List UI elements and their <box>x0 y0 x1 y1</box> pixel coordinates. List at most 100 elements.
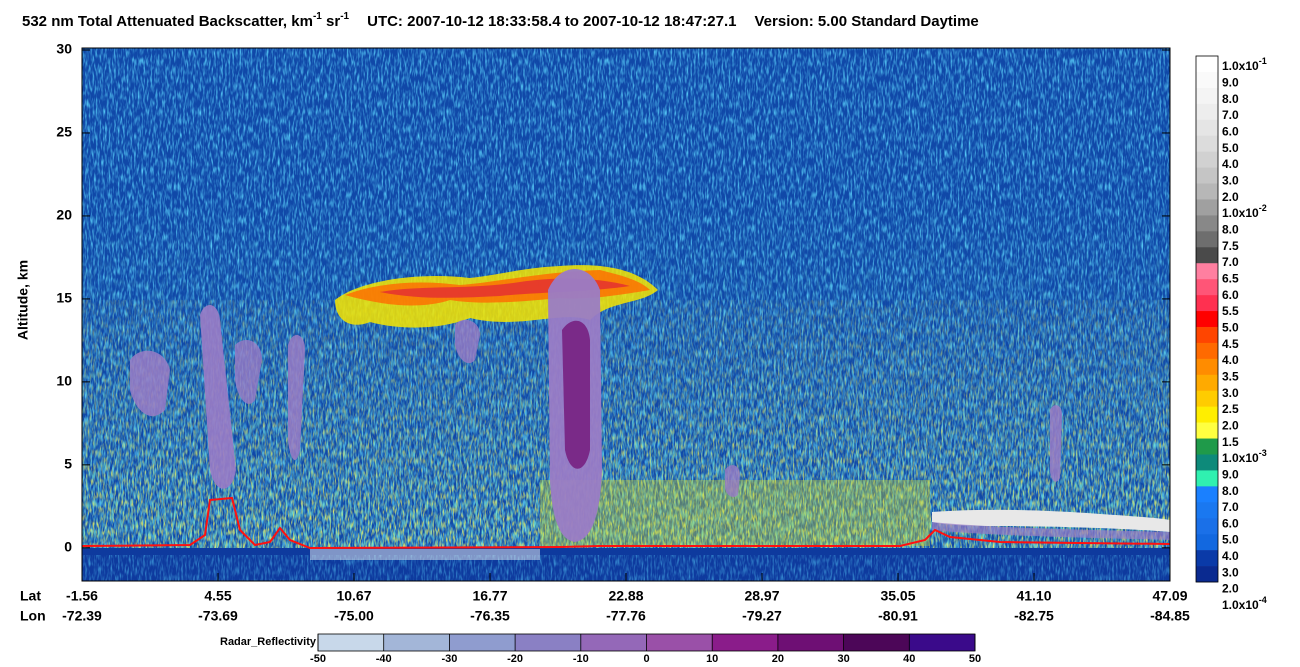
radar-plume <box>725 465 740 498</box>
colorbar-label: 1.0x10-4 <box>1222 595 1267 612</box>
x-tick-label: 4.55 <box>204 588 231 604</box>
radar-colorbar-swatch <box>712 634 779 651</box>
colorbar-label-exp: -1 <box>1259 56 1267 66</box>
x-row-name: Lat <box>20 588 41 604</box>
colorbar-swatch <box>1196 231 1218 248</box>
colorbar-swatch <box>1196 263 1218 280</box>
colorbar-label-exp: -2 <box>1259 203 1267 213</box>
colorbar-swatch <box>1196 151 1218 168</box>
colorbar-swatch <box>1196 438 1218 455</box>
colorbar-swatch <box>1196 390 1218 407</box>
colorbar-label-base: 1.0x10 <box>1222 451 1259 465</box>
y-tick-label: 5 <box>64 456 72 472</box>
colorbar-label: 8.0 <box>1222 222 1239 236</box>
colorbar-label: 6.0 <box>1222 124 1239 138</box>
y-tick-label: 15 <box>56 290 72 306</box>
backscatter-image <box>82 48 1170 581</box>
colorbar-swatch <box>1196 518 1218 535</box>
radar-tick-label: -20 <box>507 653 523 665</box>
colorbar-swatch <box>1196 167 1218 184</box>
radar-plume <box>288 334 305 461</box>
colorbar-swatch <box>1196 406 1218 423</box>
colorbar-swatch <box>1196 87 1218 105</box>
radar-colorbar-swatch <box>515 634 582 651</box>
radar-plume <box>1050 405 1062 482</box>
colorbar-swatch <box>1196 534 1218 551</box>
y-tick-label: 30 <box>56 41 72 57</box>
radar-colorbar-swatch <box>777 634 844 651</box>
radar-colorbar-swatch <box>318 634 384 651</box>
colorbar-label: 2.0 <box>1222 190 1239 204</box>
radar-colorbar-label: Radar_Reflectivity <box>220 636 317 648</box>
x-tick-label: -79.27 <box>742 608 782 624</box>
colorbar-label: 5.5 <box>1222 304 1239 318</box>
colorbar-label: 7.0 <box>1222 108 1239 122</box>
colorbar-swatch <box>1196 247 1218 264</box>
radar-tick-label: 40 <box>903 653 915 665</box>
radar-plume <box>455 319 480 364</box>
y-axis-label: Altitude, km <box>15 260 31 340</box>
x-tick-label: -80.91 <box>878 608 918 624</box>
colorbar-label-exp: -4 <box>1259 595 1267 605</box>
colorbar-swatch <box>1196 199 1218 216</box>
x-tick-label: -76.35 <box>470 608 510 624</box>
colorbar-label: 3.0 <box>1222 565 1239 579</box>
radar-colorbar-swatch <box>383 634 450 651</box>
y-tick-label: 20 <box>56 207 72 223</box>
radar-tick-label: 10 <box>706 653 718 665</box>
colorbar-frame <box>1195 55 1219 583</box>
x-tick-label: 22.88 <box>608 588 643 604</box>
x-tick-label: -82.75 <box>1014 608 1054 624</box>
colorbar-swatch <box>1196 358 1218 376</box>
colorbar-label-base: 1.0x10 <box>1222 598 1259 612</box>
colorbar-label: 6.0 <box>1222 516 1239 530</box>
colorbar-swatch <box>1196 550 1218 567</box>
colorbar-label: 8.0 <box>1222 484 1239 498</box>
radar-colorbar-swatch <box>646 634 713 651</box>
colorbar-label-base: 1.0x10 <box>1222 206 1259 220</box>
colorbar-label: 4.0 <box>1222 157 1239 171</box>
colorbar-label: 4.0 <box>1222 353 1239 367</box>
colorbar-swatch <box>1196 71 1218 89</box>
radar-colorbar-swatch <box>449 634 516 651</box>
colorbar-label: 9.0 <box>1222 467 1239 481</box>
x-tick-label: 10.67 <box>336 588 371 604</box>
colorbar-swatch <box>1196 374 1218 392</box>
radar-core <box>562 320 590 469</box>
colorbar-label: 5.0 <box>1222 141 1239 155</box>
colorbar-label: 1.0x10-3 <box>1222 448 1267 465</box>
surface-return <box>310 549 540 560</box>
colorbar-label: 3.5 <box>1222 369 1239 383</box>
colorbar-label: 3.0 <box>1222 386 1239 400</box>
colorbar-label-base: 1.0x10 <box>1222 59 1259 73</box>
colorbar-swatch <box>1196 422 1218 439</box>
title-sup: -1 <box>313 11 322 22</box>
x-tick-label: 35.05 <box>880 588 915 604</box>
x-tick-label: 16.77 <box>472 588 507 604</box>
radar-colorbar-swatch <box>909 634 976 651</box>
colorbar-swatch <box>1196 103 1218 121</box>
colorbar-swatch <box>1196 311 1218 328</box>
radar-plume <box>200 304 236 489</box>
chart-title: 532 nm Total Attenuated Backscatter, km-… <box>22 11 979 30</box>
y-tick-label: 0 <box>64 539 72 555</box>
x-tick-label: 28.97 <box>744 588 779 604</box>
colorbar-label: 9.0 <box>1222 76 1239 90</box>
colorbar-label: 2.0 <box>1222 418 1239 432</box>
surface-line <box>82 496 1170 550</box>
colorbar-label: 5.0 <box>1222 320 1239 334</box>
colorbar-swatch <box>1196 326 1218 344</box>
x-tick-label: -75.00 <box>334 608 374 624</box>
colorbar-swatch <box>1196 135 1218 152</box>
radar-tick-label: 20 <box>772 653 784 665</box>
colorbar-label: 4.0 <box>1222 549 1239 563</box>
colorbar-swatch <box>1196 454 1218 471</box>
x-row-name: Lon <box>20 608 46 624</box>
colorbar-label: 1.5 <box>1222 435 1239 449</box>
colorbar-label: 7.5 <box>1222 239 1239 253</box>
radar-colorbar-swatch <box>580 634 647 651</box>
x-tick-label: -77.76 <box>606 608 646 624</box>
radar-tick-label: -50 <box>310 653 326 665</box>
x-tick-label: -73.69 <box>198 608 238 624</box>
